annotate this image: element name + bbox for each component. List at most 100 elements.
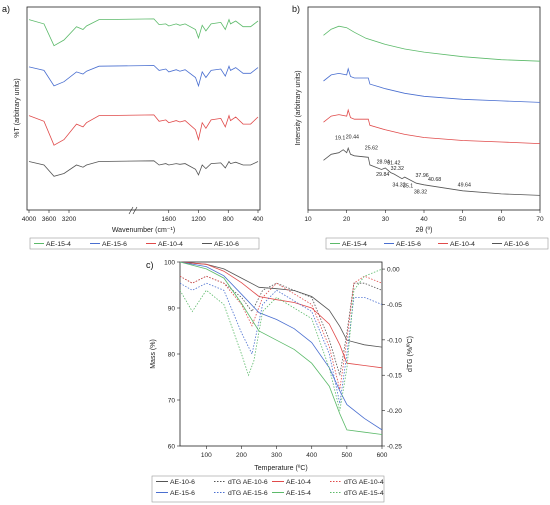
panel-a-xlabel: Wavenumber (cm⁻¹) xyxy=(112,227,175,234)
panel-a-ylabel: %T (arbitrary units) xyxy=(14,78,21,137)
panel-a-legend-label: AE-15-6 xyxy=(102,241,127,248)
panel-c-series-AE-10-4 xyxy=(179,261,383,369)
panel-c-legend-label: dTG AE-10-4 xyxy=(344,479,384,486)
panel-b-legend-box xyxy=(325,237,549,250)
panel-a-axis-break xyxy=(128,206,134,215)
panel-c-ytick-label: 80 xyxy=(168,352,176,359)
panel-c-ytick-label: 100 xyxy=(164,260,175,267)
panel-c-series-AE-10-6 xyxy=(179,261,383,348)
panel-b-annotation: 32.32 xyxy=(391,166,404,172)
panel-c-legend: AE-10-6 dTG AE-10-6 AE-10-4 dTG AE-10-4 AE-1… xyxy=(151,475,385,503)
panel-c-frame xyxy=(179,261,383,447)
panel-a-series-AE-15-6 xyxy=(28,65,259,88)
panel-a-xtick-label: 400 xyxy=(253,216,264,223)
panel-b-series-AE-15-4 xyxy=(323,25,541,62)
panel-c-xtick-label: 100 xyxy=(201,452,212,459)
panel-c-legend-label: AE-15-6 xyxy=(170,490,195,497)
panel-c-xtick-label: 300 xyxy=(271,452,282,459)
panel-a-series-AE-15-4 xyxy=(28,18,259,47)
panel-c-legend-label: dTG AE-15-4 xyxy=(344,490,384,497)
panel-c-plot: 100 200 300 400 500 600 60 70 80 90 100 0.00 -0.05 -0… xyxy=(150,260,414,473)
panel-b-annotation: 34.32 xyxy=(392,183,405,189)
panel-b-series-AE-10-4 xyxy=(323,108,541,144)
panel-c-ytick-label: 70 xyxy=(168,398,176,405)
panel-c-series-AE-15-4 xyxy=(179,261,383,435)
panel-b-annotation: 20.44 xyxy=(346,135,359,141)
panel-a-axis-break xyxy=(132,206,138,215)
panel-b-xtick-label: 40 xyxy=(420,216,428,223)
panel-c-label: c) xyxy=(146,260,154,270)
panel-b-annotation: 25.62 xyxy=(365,146,378,152)
panel-c-ylabel2: dTG (%/ºC) xyxy=(407,336,414,372)
panel-c-ytick2-label: -0.15 xyxy=(387,373,402,380)
panel-b-xtick-label: 50 xyxy=(459,216,467,223)
panel-b-label: b) xyxy=(292,4,300,14)
panel-b-xtick-label: 60 xyxy=(498,216,506,223)
panel-a-xtick-label: 3600 xyxy=(42,216,57,223)
panel-c-ytick-label: 90 xyxy=(168,306,176,313)
panel-c-legend-label: AE-10-4 xyxy=(286,479,311,486)
panel-c-legend-label: AE-10-6 xyxy=(170,479,195,486)
panel-a-legend-label: AE-10-4 xyxy=(158,241,183,248)
panel-a-legend-label: AE-10-6 xyxy=(214,241,239,248)
panel-b-annotation: 19.1 xyxy=(335,136,345,142)
panel-b-xtick-label: 30 xyxy=(382,216,390,223)
panel-b-annotation: 38.32 xyxy=(414,189,427,195)
panel-b-xtick-label: 20 xyxy=(343,216,351,223)
panel-b-annotation: 28.94 xyxy=(377,159,390,165)
panel-b-legend: AE-15-4 AE-15-6 AE-10-4 AE-10-6 xyxy=(325,237,549,250)
panel-b-annotation: 31.42 xyxy=(387,161,400,167)
panel-b-legend-label: AE-10-6 xyxy=(504,241,529,248)
panel-b-annotation: 29.84 xyxy=(376,172,389,178)
panel-a-xtick-label: 4000 xyxy=(22,216,37,223)
panel-a-legend: AE-15-4 AE-15-6 AE-10-4 AE-10-6 xyxy=(29,237,260,250)
panel-c-legend-box xyxy=(151,475,385,503)
panel-c-legend-label: AE-15-4 xyxy=(286,490,311,497)
panel-c-xtick-label: 500 xyxy=(341,452,352,459)
panel-b-annotation: 40.68 xyxy=(428,177,441,183)
panel-c-ylabel: Mass (%) xyxy=(150,339,157,369)
panel-b-legend-label: AE-10-4 xyxy=(450,241,475,248)
panel-c-ytick2-label: -0.25 xyxy=(387,444,402,451)
panel-a-legend-label: AE-15-4 xyxy=(46,241,71,248)
panel-a-xtick-label: 3200 xyxy=(62,216,77,223)
panel-c-ytick2-label: 0.00 xyxy=(387,267,400,274)
panel-b-annotation: 37.96 xyxy=(415,173,428,179)
panel-b-xtick-label: 10 xyxy=(304,216,312,223)
panel-b-legend-label: AE-15-4 xyxy=(342,241,367,248)
panel-c-ytick2-label: -0.20 xyxy=(387,408,402,415)
panel-b-ylabel: Intensity (arbitrary units) xyxy=(295,70,302,145)
panel-b-annotation: 35.1 xyxy=(403,183,413,189)
panel-a-xtick-label: 1600 xyxy=(162,216,177,223)
panel-c-xtick-label: 600 xyxy=(377,452,388,459)
panel-c-ytick2-label: -0.10 xyxy=(387,337,402,344)
panel-c-series-dTG-AE-10-4 xyxy=(179,275,383,390)
panel-b-frame xyxy=(307,6,541,211)
panel-a-xtick-label: 1200 xyxy=(191,216,206,223)
panel-a-frame xyxy=(26,6,261,211)
panel-a-series-AE-10-6 xyxy=(28,160,259,177)
panel-c-ytick-label: 60 xyxy=(168,444,176,451)
panel-c-xlabel: Temperature (ºC) xyxy=(254,465,308,472)
panel-c-series-AE-15-6 xyxy=(179,261,383,431)
panel-c-xtick-label: 200 xyxy=(236,452,247,459)
panel-b-series-AE-10-6 xyxy=(323,146,541,196)
panel-b-legend-label: AE-15-6 xyxy=(396,241,421,248)
panel-a-series-AE-10-4 xyxy=(28,114,259,146)
panel-c-xtick-label: 400 xyxy=(306,452,317,459)
panel-b-xlabel: 2θ (º) xyxy=(416,227,433,234)
panel-a-xtick-label: 800 xyxy=(223,216,234,223)
panel-b-xtick-label: 70 xyxy=(536,216,544,223)
panel-a-plot: 4000 3600 3200 1600 1200 800 400 Wavenumber (c… xyxy=(14,6,264,234)
panel-b-series-AE-15-6 xyxy=(323,67,541,103)
panel-c-legend-label: dTG AE-10-6 xyxy=(228,479,268,486)
panel-a-label: a) xyxy=(2,4,10,14)
panel-b-annotation: 49.64 xyxy=(458,183,471,189)
panel-b-plot: 10 20 30 40 50 60 70 19.1 20.4425.6228.9429.843… xyxy=(295,6,544,234)
panel-c-ytick2-label: -0.05 xyxy=(387,302,402,309)
panel-c-legend-label: dTG AE-15-6 xyxy=(228,490,268,497)
panel-a-legend-box xyxy=(29,237,260,250)
panel-c-series-dTG-AE-15-4 xyxy=(179,268,383,411)
panel-c-series-dTG-AE-10-6 xyxy=(179,275,383,376)
